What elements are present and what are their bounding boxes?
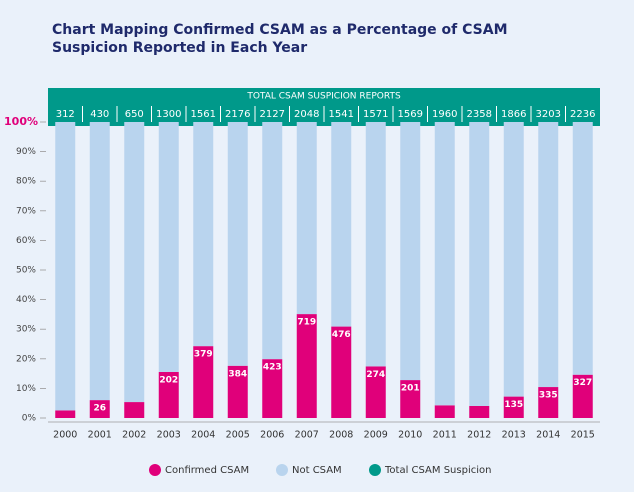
bar-segment	[538, 387, 559, 418]
bar-segment	[400, 122, 421, 381]
x-tick-label: 2002	[122, 430, 146, 441]
bar-segment	[296, 122, 317, 315]
bar-segment	[193, 346, 214, 418]
total-label: 2048	[294, 109, 319, 120]
total-label: 3203	[536, 109, 561, 120]
y-tick-label: 0%	[22, 414, 37, 424]
legend-label: Total CSAM Suspicion	[384, 465, 491, 476]
total-label: 312	[56, 109, 75, 120]
bar-segment	[158, 372, 179, 418]
bar-segment	[193, 122, 214, 347]
x-tick-label: 2013	[502, 430, 526, 441]
bar-segment	[538, 122, 559, 388]
value-label: 26	[93, 404, 106, 414]
chart-title: Suspicion Reported in Each Year	[52, 40, 307, 56]
bar-segment	[331, 122, 352, 327]
bar-segment	[55, 122, 76, 411]
x-tick-label: 2000	[53, 430, 77, 441]
bar-segment	[89, 122, 110, 401]
y-tick-label: 60%	[16, 236, 36, 246]
x-tick-label: 2014	[536, 430, 560, 441]
x-tick-label: 2004	[191, 430, 215, 441]
bar-segment	[469, 405, 490, 418]
bar-segment	[124, 402, 145, 418]
x-tick-label: 2007	[295, 430, 319, 441]
total-label: 1541	[329, 109, 354, 120]
bar-segment	[89, 400, 110, 418]
bar-segment	[227, 365, 248, 418]
value-label: 379	[194, 350, 213, 360]
total-label: 2176	[225, 109, 250, 120]
total-label: 2127	[260, 109, 285, 120]
y-tick-label: 30%	[16, 325, 36, 335]
value-label: 274	[366, 370, 385, 380]
legend-swatch	[369, 464, 381, 476]
y-tick-label: 40%	[16, 295, 36, 305]
y-tick-label: 50%	[16, 266, 36, 276]
value-label: 327	[573, 378, 592, 388]
x-tick-label: 2006	[260, 430, 284, 441]
bar-segment	[262, 359, 283, 418]
bar-segment	[400, 380, 421, 418]
total-label: 1561	[191, 109, 216, 120]
total-label: 430	[90, 109, 109, 120]
total-label: 1866	[501, 109, 526, 120]
bar-segment	[262, 122, 283, 360]
x-tick-label: 2009	[364, 430, 388, 441]
value-label: 476	[332, 330, 351, 340]
legend-label: Not CSAM	[292, 465, 342, 476]
bar-segment	[158, 122, 179, 373]
bar-segment	[55, 410, 76, 418]
value-label: 335	[539, 391, 558, 401]
bar-segment	[434, 405, 455, 418]
y-tick-label: 100%	[4, 115, 38, 128]
y-tick-label: 90%	[16, 147, 36, 157]
bar-segment	[434, 122, 455, 406]
chart-title: Chart Mapping Confirmed CSAM as a Percen…	[52, 22, 508, 38]
value-label: 201	[401, 384, 420, 394]
bar-segment	[296, 314, 317, 418]
x-tick-label: 2001	[88, 430, 112, 441]
bar-segment	[227, 122, 248, 366]
bar-segment	[365, 366, 386, 418]
bar-segment	[124, 122, 145, 403]
y-tick-label: 70%	[16, 206, 36, 216]
legend-swatch	[276, 464, 288, 476]
header-label: TOTAL CSAM SUSPICION REPORTS	[246, 92, 401, 102]
y-tick-label: 20%	[16, 354, 36, 364]
bar-segment	[503, 122, 524, 397]
total-label: 1960	[432, 109, 457, 120]
total-label: 2236	[570, 109, 595, 120]
x-tick-label: 2003	[157, 430, 181, 441]
value-label: 135	[504, 400, 523, 410]
bar-segment	[365, 122, 386, 367]
legend-label: Confirmed CSAM	[165, 465, 249, 476]
total-label: 1571	[363, 109, 388, 120]
total-label: 650	[125, 109, 144, 120]
total-label: 1300	[156, 109, 181, 120]
bar-segment	[331, 326, 352, 418]
y-tick-label: 10%	[16, 384, 36, 394]
bar-segment	[469, 122, 490, 406]
x-tick-label: 2015	[571, 430, 595, 441]
legend-swatch	[149, 464, 161, 476]
bar-segment	[503, 396, 524, 418]
total-label: 2358	[467, 109, 492, 120]
x-tick-label: 2011	[433, 430, 457, 441]
value-label: 202	[159, 376, 178, 386]
bar-segment	[572, 122, 593, 375]
value-label: 719	[297, 318, 316, 328]
total-label: 1569	[398, 109, 423, 120]
x-tick-label: 2008	[329, 430, 353, 441]
x-tick-label: 2005	[226, 430, 250, 441]
y-tick-label: 80%	[16, 177, 36, 187]
value-label: 384	[228, 369, 247, 379]
bar-segment	[572, 374, 593, 418]
value-label: 423	[263, 363, 282, 373]
x-tick-label: 2012	[467, 430, 491, 441]
x-tick-label: 2010	[398, 430, 422, 441]
